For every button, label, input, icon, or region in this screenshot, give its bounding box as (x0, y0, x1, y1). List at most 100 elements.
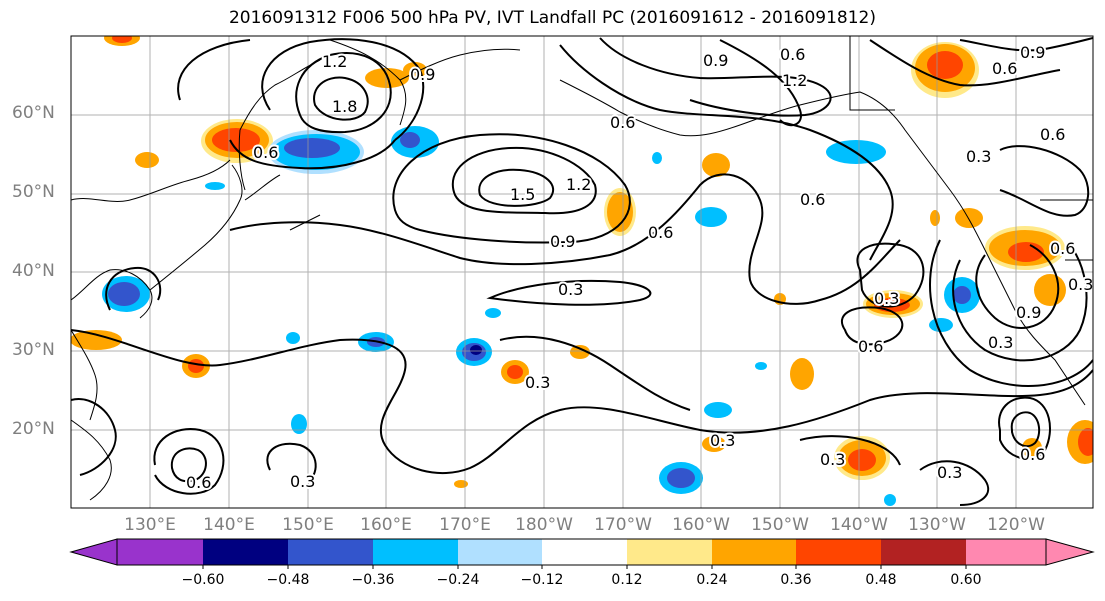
patch (695, 207, 727, 227)
patch (930, 210, 940, 226)
pv-contour-0-6c (559, 44, 891, 191)
contour-label: 0.3 (874, 289, 899, 308)
map-title: 2016091312 F006 500 hPa PV, IVT Landfall… (228, 8, 876, 28)
map-frame (70, 35, 1094, 509)
contour-label: 0.3 (988, 333, 1013, 352)
contour-label: 0.6 (1020, 445, 1045, 464)
contour-label: 0.9 (1016, 303, 1041, 322)
colorbar-bin (117, 539, 203, 565)
contour-label: 0.3 (966, 147, 991, 166)
coastline-aleutians (559, 79, 801, 137)
contour-label: 0.3 (710, 431, 735, 450)
contour-label: 0.9 (1020, 43, 1045, 62)
contour-label: 1.2 (566, 175, 591, 194)
lon-label-140w: 140°W (830, 515, 888, 535)
contour-label: 0.6 (800, 190, 825, 209)
lon-label-130w: 130°W (908, 515, 966, 535)
colorbar-bin (458, 539, 542, 565)
pv-contour-0-6e (952, 244, 1088, 362)
pv-contour-0-9b (392, 133, 631, 244)
coastlines (71, 36, 1093, 501)
patch (71, 330, 122, 350)
patch (284, 138, 340, 158)
pv-contour-0-3i (919, 460, 990, 506)
coastline-alaska (799, 91, 986, 251)
patch (607, 192, 633, 232)
pv-contour-0-6i (170, 447, 207, 483)
pv-contour-1-8 (313, 76, 369, 121)
patch (485, 308, 501, 318)
colorbar-bin (796, 539, 881, 565)
coastline-japan (149, 164, 243, 291)
pv-contour-0-3c (929, 239, 1093, 387)
patch (108, 282, 140, 306)
contour-label: 0.6 (992, 59, 1017, 78)
colorbar-label: −0.60 (181, 572, 225, 588)
colorbar-bin (627, 539, 712, 565)
patch (112, 36, 132, 43)
anomaly-patches (71, 36, 1093, 506)
pv-contour-0-6h (153, 428, 225, 495)
patch (507, 365, 523, 379)
colorbar-bin (203, 539, 288, 565)
patch (1008, 242, 1044, 262)
contour-label: 0.6 (648, 223, 673, 242)
patch (135, 152, 159, 168)
patch (755, 362, 767, 370)
contour-label: 0.3 (1068, 275, 1093, 294)
lat-label-40n: 40°N (12, 261, 55, 281)
contour-label: 0.6 (780, 45, 805, 64)
lat-label-50n: 50°N (12, 182, 55, 202)
colorbar-bin (881, 539, 966, 565)
lat-label-30n: 30°N (12, 340, 55, 360)
pv-contour-0-3a (486, 279, 652, 306)
colorbar (69, 538, 1095, 569)
contour-label: 1.2 (322, 52, 347, 71)
lon-label-130e: 130°E (124, 515, 176, 535)
patch (454, 480, 468, 488)
contour-label: 0.6 (610, 113, 635, 132)
coastline-asia (71, 159, 231, 202)
contour-label: 0.9 (703, 51, 728, 70)
pv-contour-0-6f (840, 306, 904, 346)
lon-label-170w: 170°W (594, 515, 652, 535)
lon-label-140e: 140°E (203, 515, 255, 535)
pv-contour-coast (71, 398, 117, 476)
patch (955, 208, 983, 228)
patch (702, 153, 730, 177)
lon-label-160e: 160°E (360, 515, 412, 535)
contour-label: 0.3 (937, 463, 962, 482)
contour-label: 0.6 (186, 473, 211, 492)
lat-label-20n: 20°N (12, 419, 55, 439)
lon-label-150e: 150°E (282, 515, 334, 535)
pv-contour-0-6d (869, 39, 1061, 87)
pv-contour-0-3f (499, 335, 691, 411)
colorbar-label: 0.48 (865, 572, 897, 588)
coastline-korea (71, 269, 153, 319)
patch (400, 132, 420, 148)
colorbar-label: 0.24 (696, 572, 728, 588)
patch (291, 414, 307, 434)
pv-contour-0-3j (799, 435, 901, 466)
colorbar-label: −0.36 (351, 572, 395, 588)
contour-label: 0.9 (550, 232, 575, 251)
patch (286, 332, 300, 344)
patch (188, 359, 204, 373)
lon-label-120w: 120°W (987, 515, 1045, 535)
patch (704, 402, 732, 418)
colorbar-bin (542, 539, 627, 565)
lon-label-180w: 180°W (515, 515, 573, 535)
contour-label: 0.6 (253, 143, 278, 162)
colorbar-label: −0.24 (436, 572, 480, 588)
pv-contour-0-9c (599, 37, 832, 117)
contour-label: 1.8 (332, 97, 357, 116)
pv-contour-0-3g (266, 442, 317, 486)
contour-label: 0.6 (1050, 239, 1075, 258)
lat-label-60n: 60°N (12, 103, 55, 123)
pv-contour-0-9e (975, 244, 1060, 329)
pv-contour-0-9 (261, 38, 425, 141)
pv-contour-0-3h (998, 396, 1051, 460)
pv-contour-0-6 (177, 39, 396, 170)
patch (884, 494, 896, 506)
